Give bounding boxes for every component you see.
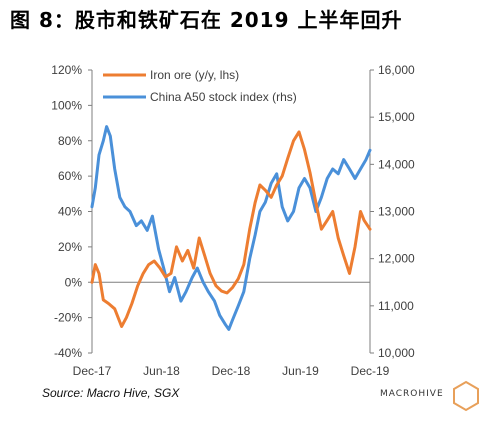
left-axis-tick-label: 120% xyxy=(51,63,82,77)
right-axis-tick-label: 14,000 xyxy=(378,157,415,171)
x-axis-tick-label: Jun-18 xyxy=(143,364,180,378)
left-axis-tick-label: 20% xyxy=(58,240,82,254)
legend-label: Iron ore (y/y, lhs) xyxy=(150,68,239,82)
figure-title: 图 8：股市和铁矿石在 2019 上半年回升 xyxy=(10,8,403,32)
x-axis-tick-label: Jun-19 xyxy=(282,364,319,378)
left-axis-tick-label: -40% xyxy=(54,346,82,360)
x-axis-tick-label: Dec-19 xyxy=(351,364,390,378)
left-axis-tick-label: 80% xyxy=(58,134,82,148)
hexagon-logo-icon xyxy=(453,380,479,412)
source-note: Source: Macro Hive, SGX xyxy=(42,386,180,400)
x-axis-tick-label: Dec-18 xyxy=(212,364,251,378)
left-axis-tick-label: 60% xyxy=(58,169,82,183)
a50-series-line xyxy=(90,125,372,331)
right-axis-tick-label: 16,000 xyxy=(378,63,415,77)
x-axis-tick-label: Dec-17 xyxy=(73,364,112,378)
chart-series xyxy=(90,125,372,331)
left-axis-tick-label: 40% xyxy=(58,205,82,219)
left-axis-tick-label: -20% xyxy=(54,311,82,325)
left-axis-tick-label: 100% xyxy=(51,98,82,112)
right-axis-tick-label: 10,000 xyxy=(378,346,415,360)
logo-wordmark: MACROHIVE xyxy=(380,389,444,399)
right-axis-tick-label: 13,000 xyxy=(378,205,415,219)
left-axis-tick-label: 0% xyxy=(65,275,83,289)
legend-label: China A50 stock index (rhs) xyxy=(150,90,297,104)
chart-legend: Iron ore (y/y, lhs) China A50 stock index… xyxy=(103,68,297,104)
right-axis-tick-label: 11,000 xyxy=(378,299,414,313)
right-axis-tick-label: 15,000 xyxy=(378,110,415,124)
chart-axes: -40% -20% 0% 20% 40% 60% 80% 100% 120% 10,000 11,0… xyxy=(51,63,415,378)
macrohive-logo: MACROHIVE xyxy=(380,378,485,418)
right-axis-tick-label: 12,000 xyxy=(378,252,415,266)
iron-ore-series-line xyxy=(90,130,372,328)
